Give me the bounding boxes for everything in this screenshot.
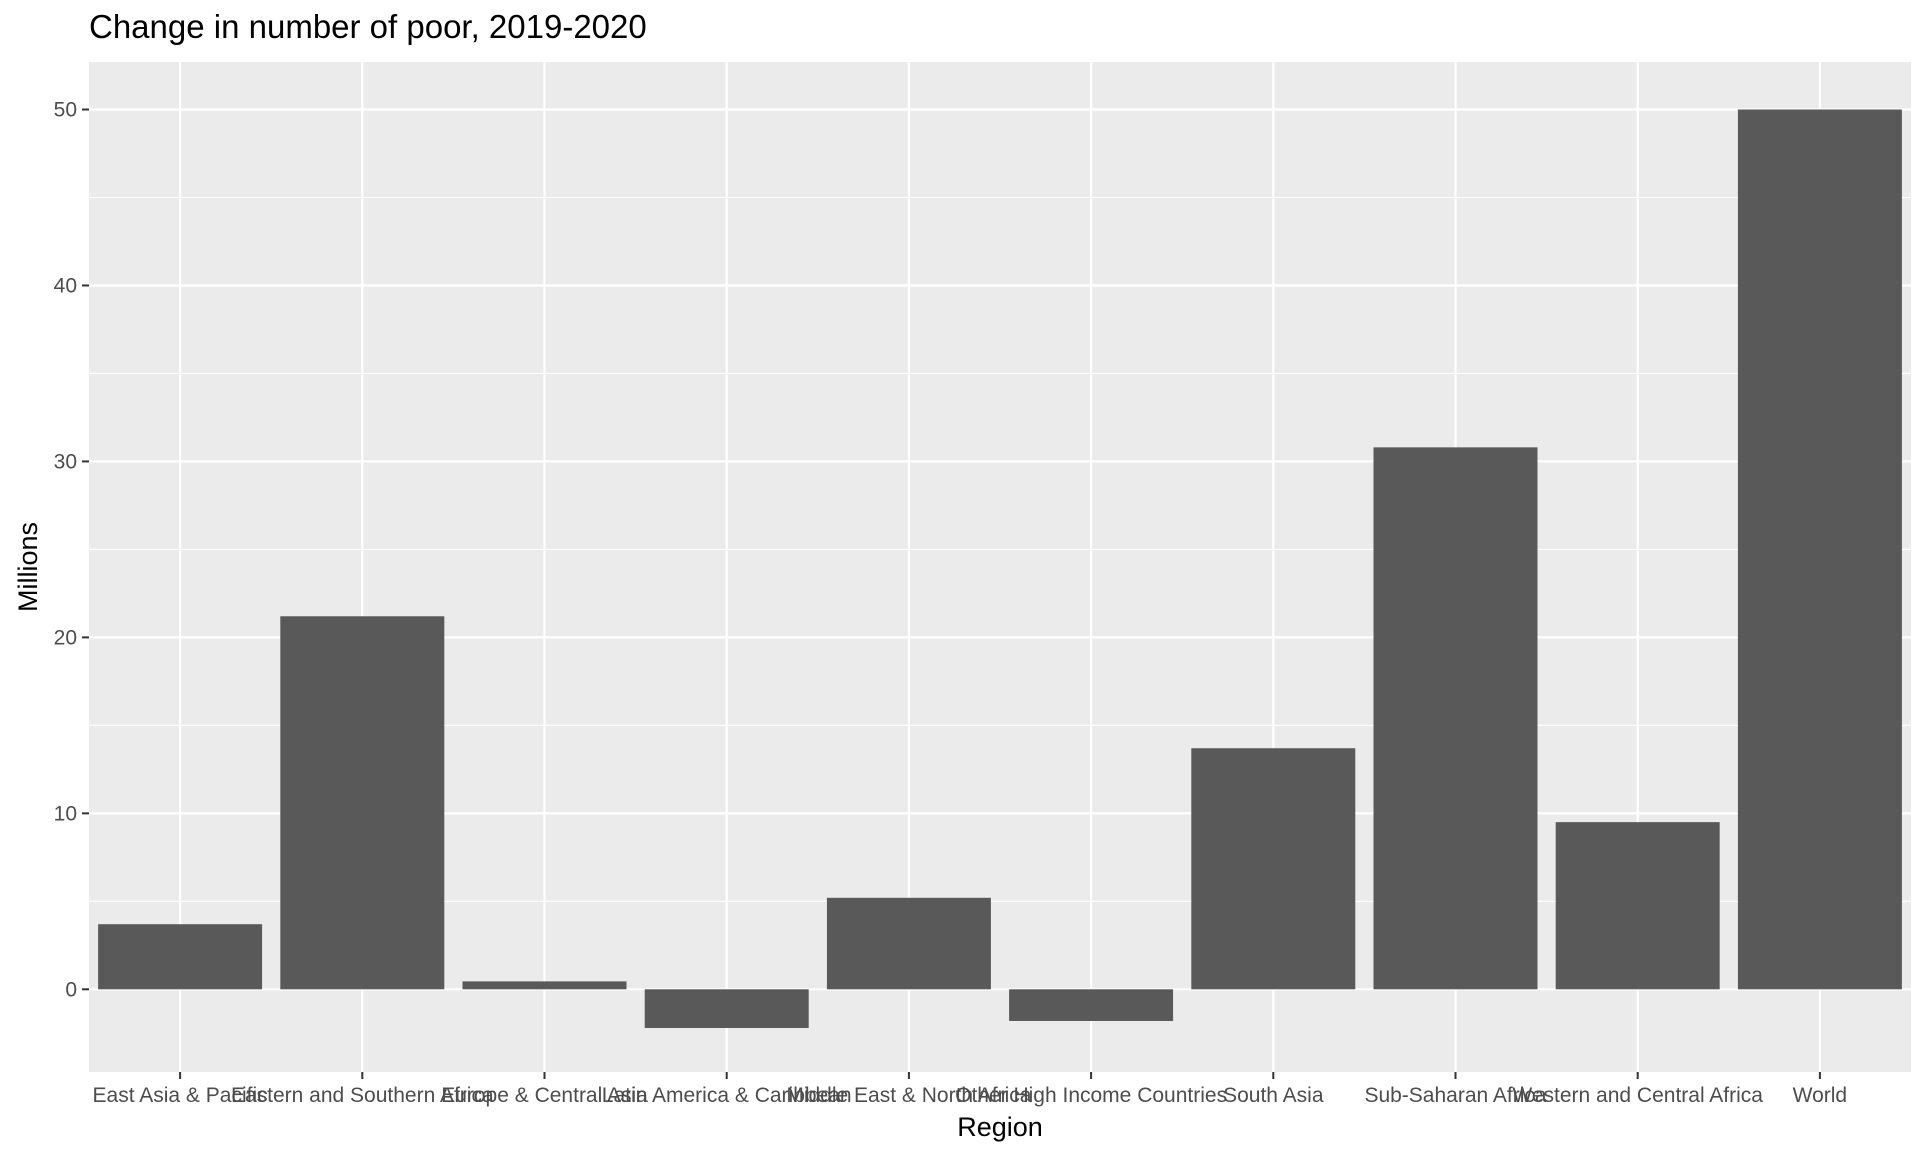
y-tick-label: 50: [54, 99, 77, 122]
y-tick-label: 0: [65, 978, 77, 1001]
y-axis-title: Millions: [13, 522, 43, 612]
x-tick-label: Western and Central Africa: [1512, 1084, 1763, 1107]
x-tick-label: Eastern and Southern Africa: [231, 1084, 494, 1107]
bar-east-asia-pacific: [98, 924, 263, 990]
x-tick-label: Middle East & North Africa: [786, 1084, 1031, 1107]
bar-world: [1737, 109, 1902, 990]
bar-other-high-income-countries: [1009, 989, 1174, 1021]
x-tick-label: Sub-Saharan Africa: [1364, 1084, 1546, 1107]
bar-western-and-central-africa: [1555, 822, 1720, 990]
y-tick-label: 30: [54, 450, 77, 473]
bar-south-asia: [1191, 748, 1356, 990]
bar-eastern-and-southern-africa: [280, 616, 445, 990]
bar-latin-america-caribbean: [644, 989, 809, 1029]
x-tick-label: Latin America & Caribbean: [602, 1084, 852, 1107]
y-tick-label: 40: [54, 274, 77, 297]
x-axis-title: Region: [957, 1112, 1043, 1142]
x-tick-label: Other High Income Countries: [955, 1084, 1227, 1107]
bar-middle-east-north-africa: [826, 897, 991, 990]
y-tick-label: 10: [54, 802, 77, 825]
x-tick-label: World: [1793, 1084, 1847, 1107]
x-tick-label: South Asia: [1223, 1084, 1324, 1107]
chart-title: Change in number of poor, 2019-2020: [89, 8, 647, 45]
x-tick-label: East Asia & Pacific: [93, 1084, 268, 1107]
y-axis: 0 10 20 30 40 50: [54, 99, 89, 1001]
bar-sub-saharan-africa: [1373, 447, 1538, 990]
bar-europe-central-asia: [462, 981, 627, 990]
x-tick-label: Europe & Central Asia: [441, 1084, 648, 1107]
bars: [98, 109, 1902, 1029]
y-tick-label: 20: [54, 626, 77, 649]
